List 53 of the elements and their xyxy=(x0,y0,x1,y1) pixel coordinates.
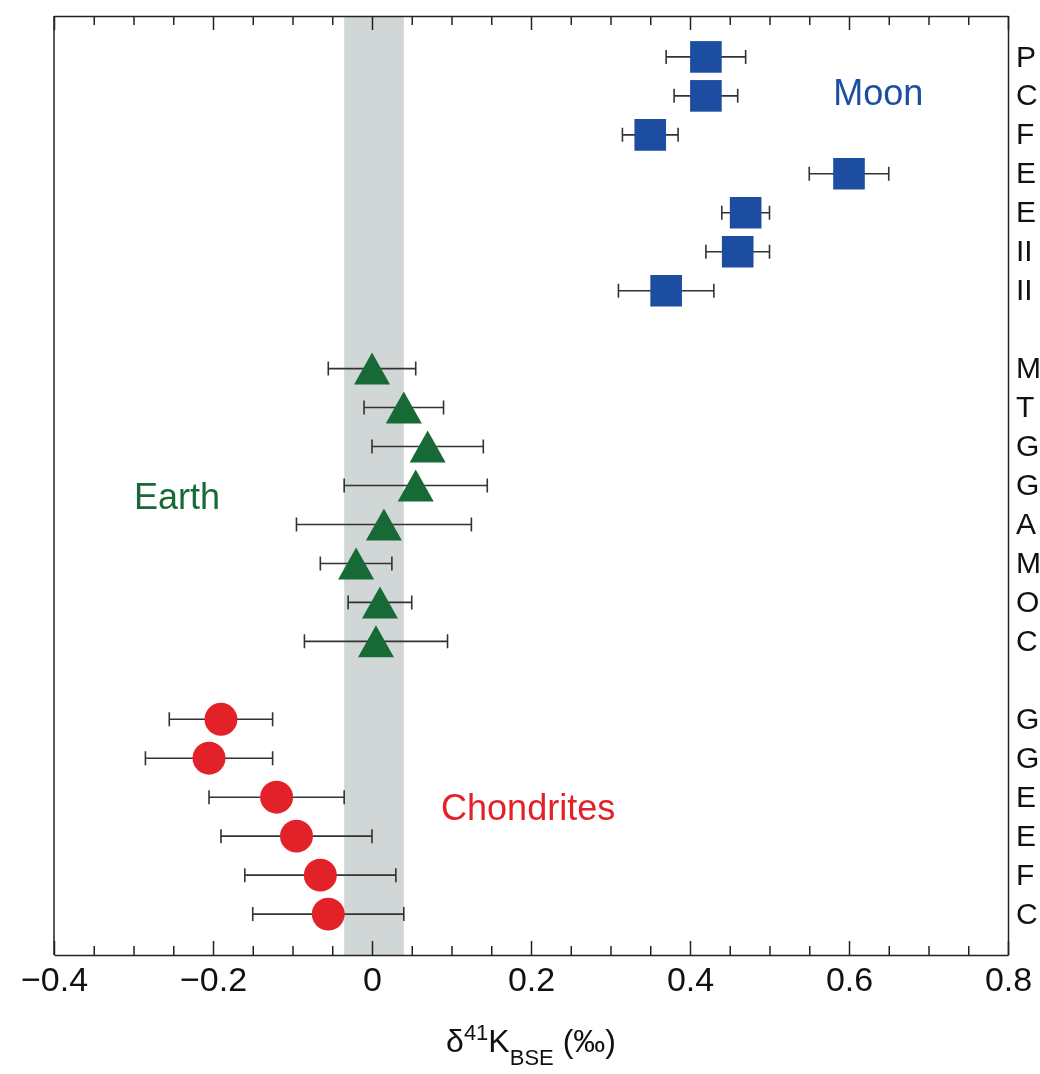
point xyxy=(634,119,667,151)
y-tick-label: C xyxy=(1016,623,1038,657)
text: Chondrites xyxy=(441,786,616,828)
point xyxy=(192,741,226,775)
y-tick-label: C xyxy=(1016,896,1038,930)
point xyxy=(650,274,682,307)
y-tick-label: T xyxy=(1016,390,1035,424)
point xyxy=(361,586,398,619)
text: Earth xyxy=(134,476,221,518)
point xyxy=(357,625,394,658)
y-tick-label: F xyxy=(1016,857,1035,891)
point xyxy=(311,897,345,931)
y-tick-label: M xyxy=(1016,351,1040,385)
x-tick-label: −0.4 xyxy=(20,960,89,999)
y-tick-label: II xyxy=(1016,234,1033,268)
y-tick-label: E xyxy=(1016,779,1037,813)
point xyxy=(204,702,238,736)
x-tick-label: 0.6 xyxy=(825,960,874,999)
x-tick-label: 0.2 xyxy=(507,960,556,999)
x-tick-label: 0 xyxy=(363,960,382,999)
y-tick-label: F xyxy=(1016,117,1035,151)
y-tick-label: P xyxy=(1016,39,1037,73)
point xyxy=(260,780,294,814)
point xyxy=(365,508,402,541)
point xyxy=(338,547,375,580)
y-tick-label: C xyxy=(1016,78,1038,112)
series-label: Moon xyxy=(833,71,924,113)
point xyxy=(690,80,722,112)
y-tick-label: E xyxy=(1016,156,1037,190)
y-tick-label: G xyxy=(1016,429,1040,463)
point xyxy=(833,157,865,190)
y-tick-label: E xyxy=(1016,818,1037,852)
y-tick-label: G xyxy=(1016,468,1040,502)
x-axis-title: δ$^{41}$K$_{BSE}$ (‰) xyxy=(446,1019,616,1070)
point xyxy=(721,235,754,268)
point xyxy=(409,430,446,463)
y-tick-label: E xyxy=(1016,195,1037,229)
point xyxy=(729,196,762,229)
y-tick-label: A xyxy=(1016,507,1037,541)
x-tick-label: 0.8 xyxy=(984,960,1033,999)
point xyxy=(385,391,422,424)
x-tick-label: −0.2 xyxy=(179,960,248,999)
y-tick-label: M xyxy=(1016,546,1040,580)
x-tick-label: 0.4 xyxy=(666,960,715,999)
point xyxy=(354,352,390,385)
point xyxy=(280,819,313,853)
y-tick-label: G xyxy=(1016,701,1040,735)
point xyxy=(303,858,337,892)
point xyxy=(397,469,434,502)
point xyxy=(690,41,722,73)
y-tick-label: II xyxy=(1016,273,1033,307)
y-tick-label: O xyxy=(1016,584,1040,618)
y-tick-label: G xyxy=(1016,740,1040,774)
